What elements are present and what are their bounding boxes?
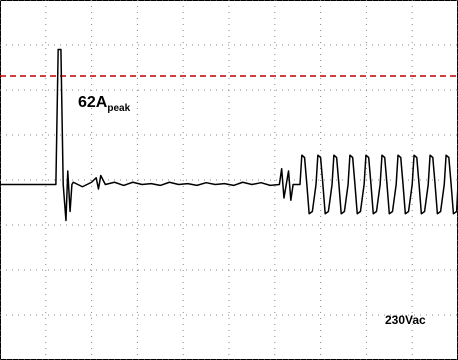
peak-value: 62A: [78, 94, 108, 111]
voltage-label: 230Vac: [385, 313, 426, 327]
peak-sub: peak: [107, 103, 130, 114]
waveform: [0, 48, 458, 222]
peak-label: 62Apeak: [78, 94, 131, 114]
